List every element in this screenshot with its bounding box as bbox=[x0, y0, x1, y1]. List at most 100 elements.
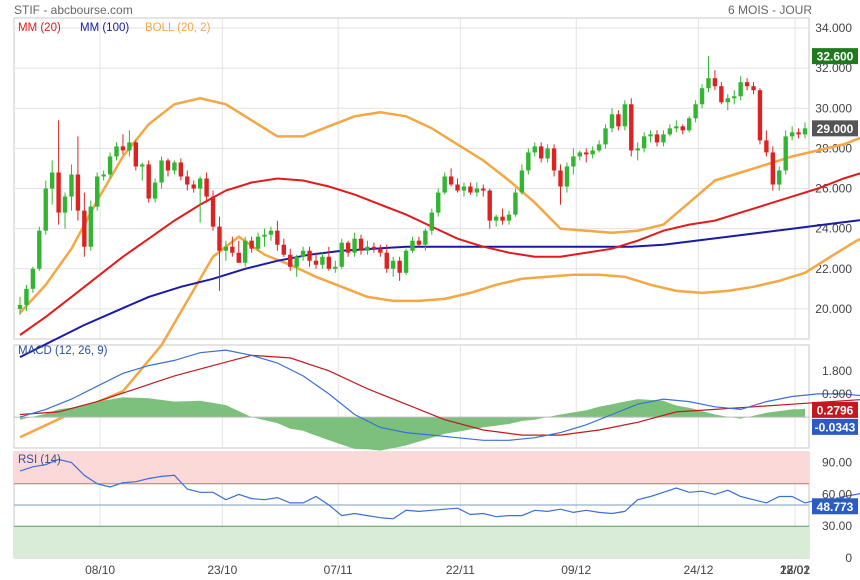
candle-body bbox=[230, 246, 235, 253]
candle-body bbox=[706, 78, 711, 89]
candle-body bbox=[88, 206, 93, 247]
legend-macd: MACD (12, 26, 9) bbox=[18, 345, 108, 357]
rsi-line bbox=[19, 458, 860, 520]
candle-body bbox=[667, 128, 673, 135]
candle-body bbox=[133, 142, 139, 167]
candle-body bbox=[326, 256, 332, 269]
candle-body bbox=[500, 216, 505, 221]
candle-body bbox=[358, 238, 364, 251]
candle-body bbox=[448, 176, 454, 185]
candle-body bbox=[378, 248, 383, 253]
mm100-line bbox=[19, 219, 860, 358]
candle-body bbox=[641, 136, 647, 149]
candle-body bbox=[101, 174, 106, 177]
candle-body bbox=[622, 104, 628, 127]
candle-body bbox=[538, 146, 544, 159]
x-tick-label: 24/12 bbox=[683, 563, 713, 577]
rsi-value-marker-bg bbox=[812, 498, 858, 515]
candle-body bbox=[693, 104, 698, 119]
candle-body bbox=[789, 132, 795, 137]
candle-body bbox=[243, 240, 248, 263]
candle-body bbox=[120, 146, 126, 151]
x-tick-label: 08/10 bbox=[85, 563, 115, 577]
candle-body bbox=[699, 88, 705, 105]
legend-boll: BOLL (20, 2) bbox=[145, 22, 211, 34]
candle-body bbox=[384, 252, 389, 269]
rsi-oversold-zone bbox=[14, 526, 809, 558]
candle-body bbox=[114, 146, 119, 157]
candle-body bbox=[24, 288, 29, 305]
boll-lower-line bbox=[19, 235, 860, 439]
candle-body bbox=[165, 160, 171, 171]
candle-body bbox=[37, 230, 42, 269]
candle-body bbox=[474, 188, 480, 193]
candle-body bbox=[365, 246, 370, 251]
period-label[interactable]: 6 MOIS - JOUR bbox=[727, 3, 812, 17]
candle-body bbox=[49, 172, 55, 189]
candle-body bbox=[172, 162, 177, 171]
candle-body bbox=[210, 196, 216, 227]
candle-body bbox=[307, 250, 312, 261]
candle-body bbox=[410, 240, 415, 251]
x-tick-label: 28/01 bbox=[780, 563, 810, 577]
rsi-y-tick: 60.00 bbox=[822, 487, 852, 501]
macd-value-marker-bg bbox=[812, 401, 858, 418]
chart-title: STIF - abcbourse.com bbox=[14, 3, 133, 17]
candle-body bbox=[288, 254, 293, 267]
candle-body bbox=[744, 82, 750, 87]
candle-body bbox=[371, 246, 377, 249]
candle-body bbox=[571, 156, 576, 167]
candle-body bbox=[481, 188, 486, 191]
boll-upper-marker-bg bbox=[812, 48, 858, 65]
legend-mm20: MM (20) bbox=[18, 22, 61, 34]
legend-mm100: MM (100) bbox=[80, 22, 130, 34]
macd-histogram bbox=[20, 397, 805, 451]
boll-upper-marker: 32.600 bbox=[817, 50, 854, 64]
candle-body bbox=[493, 216, 499, 221]
candle-body bbox=[725, 98, 730, 103]
candle-body bbox=[294, 256, 299, 267]
y-tick-label: 34.000 bbox=[815, 21, 852, 35]
boll-upper-line bbox=[19, 97, 860, 314]
x-tick-label: 27/02 bbox=[780, 563, 810, 577]
candle-body bbox=[352, 238, 357, 253]
candle-body bbox=[262, 234, 267, 237]
rsi-y-tick: 90.00 bbox=[822, 456, 852, 470]
candle-body bbox=[152, 182, 158, 199]
candle-body bbox=[686, 118, 692, 131]
candle-body bbox=[127, 142, 132, 151]
candle-body bbox=[564, 166, 570, 187]
candle-body bbox=[654, 134, 660, 143]
candle-body bbox=[584, 152, 589, 155]
candle-body bbox=[249, 240, 254, 249]
macd-signal-line bbox=[19, 354, 860, 436]
candle-body bbox=[526, 152, 531, 171]
candle-body bbox=[17, 304, 23, 309]
candle-body bbox=[436, 192, 441, 213]
candle-body bbox=[313, 260, 319, 265]
candle-body bbox=[30, 268, 36, 289]
candle-body bbox=[281, 244, 287, 255]
candle-body bbox=[577, 152, 582, 157]
candle-body bbox=[461, 186, 467, 191]
candle-body bbox=[590, 150, 595, 155]
candle-body bbox=[268, 230, 274, 235]
candle-body bbox=[403, 250, 409, 273]
candle-body bbox=[506, 214, 512, 221]
x-tick-label: 07/11 bbox=[324, 563, 353, 577]
candle-body bbox=[487, 190, 492, 221]
x-tick-label: 13/01 bbox=[780, 563, 810, 577]
candle-body bbox=[680, 126, 685, 131]
candle-body bbox=[777, 170, 782, 185]
y-tick-label: 30.000 bbox=[815, 101, 852, 115]
candle-body bbox=[275, 230, 280, 245]
y-tick-label: 20.000 bbox=[815, 302, 852, 316]
candle-body bbox=[140, 164, 145, 167]
last-price-marker-bg bbox=[812, 120, 858, 137]
candle-body bbox=[423, 230, 428, 245]
candle-body bbox=[513, 192, 518, 215]
rsi-y-tick: 30.00 bbox=[822, 519, 852, 533]
candle-body bbox=[757, 90, 763, 141]
